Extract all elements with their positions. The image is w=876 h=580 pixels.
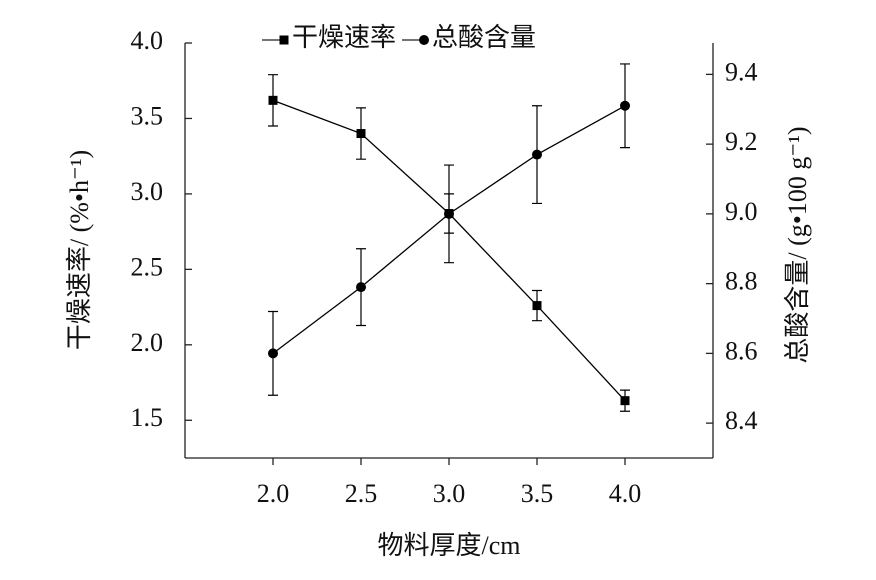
x-tick-label: 2.0 bbox=[257, 479, 290, 508]
y2-tick-label: 9.4 bbox=[725, 57, 758, 86]
x-tick-label: 3.0 bbox=[433, 479, 466, 508]
point bbox=[444, 208, 454, 219]
legend-marker bbox=[419, 35, 430, 45]
y-axis-label: 干燥速率/ (%•h⁻¹) bbox=[65, 150, 94, 350]
y2-tick-label: 9.0 bbox=[725, 197, 758, 226]
legend-label: 干燥速率 bbox=[292, 23, 396, 52]
x-tick-label: 3.5 bbox=[521, 479, 554, 508]
point bbox=[268, 95, 278, 105]
point bbox=[620, 100, 630, 111]
y2-tick-label: 8.6 bbox=[725, 336, 758, 365]
y2-tick-label: 8.8 bbox=[725, 267, 758, 296]
point bbox=[532, 301, 542, 311]
point bbox=[620, 396, 630, 406]
x-tick-label: 2.5 bbox=[345, 479, 378, 508]
x-axis-label: 物料厚度/cm bbox=[378, 531, 521, 560]
y-tick-label: 3.0 bbox=[131, 177, 164, 206]
y-tick-label: 2.0 bbox=[131, 328, 164, 357]
point bbox=[268, 348, 278, 359]
y-tick-label: 2.5 bbox=[131, 252, 164, 281]
y-tick-label: 1.5 bbox=[131, 403, 164, 432]
y2-axis-label: 总酸含量/ (g•100 g⁻¹) bbox=[783, 126, 812, 363]
x-tick-label: 4.0 bbox=[609, 479, 642, 508]
y-tick-label: 4.0 bbox=[131, 26, 164, 55]
point bbox=[356, 282, 366, 293]
y2-tick-label: 9.2 bbox=[725, 127, 758, 156]
legend-label: 总酸含量 bbox=[432, 23, 536, 52]
y2-tick-label: 8.4 bbox=[725, 406, 758, 435]
legend-marker bbox=[279, 35, 289, 45]
y-tick-label: 3.5 bbox=[131, 101, 164, 130]
point bbox=[356, 129, 366, 139]
point bbox=[532, 149, 542, 160]
